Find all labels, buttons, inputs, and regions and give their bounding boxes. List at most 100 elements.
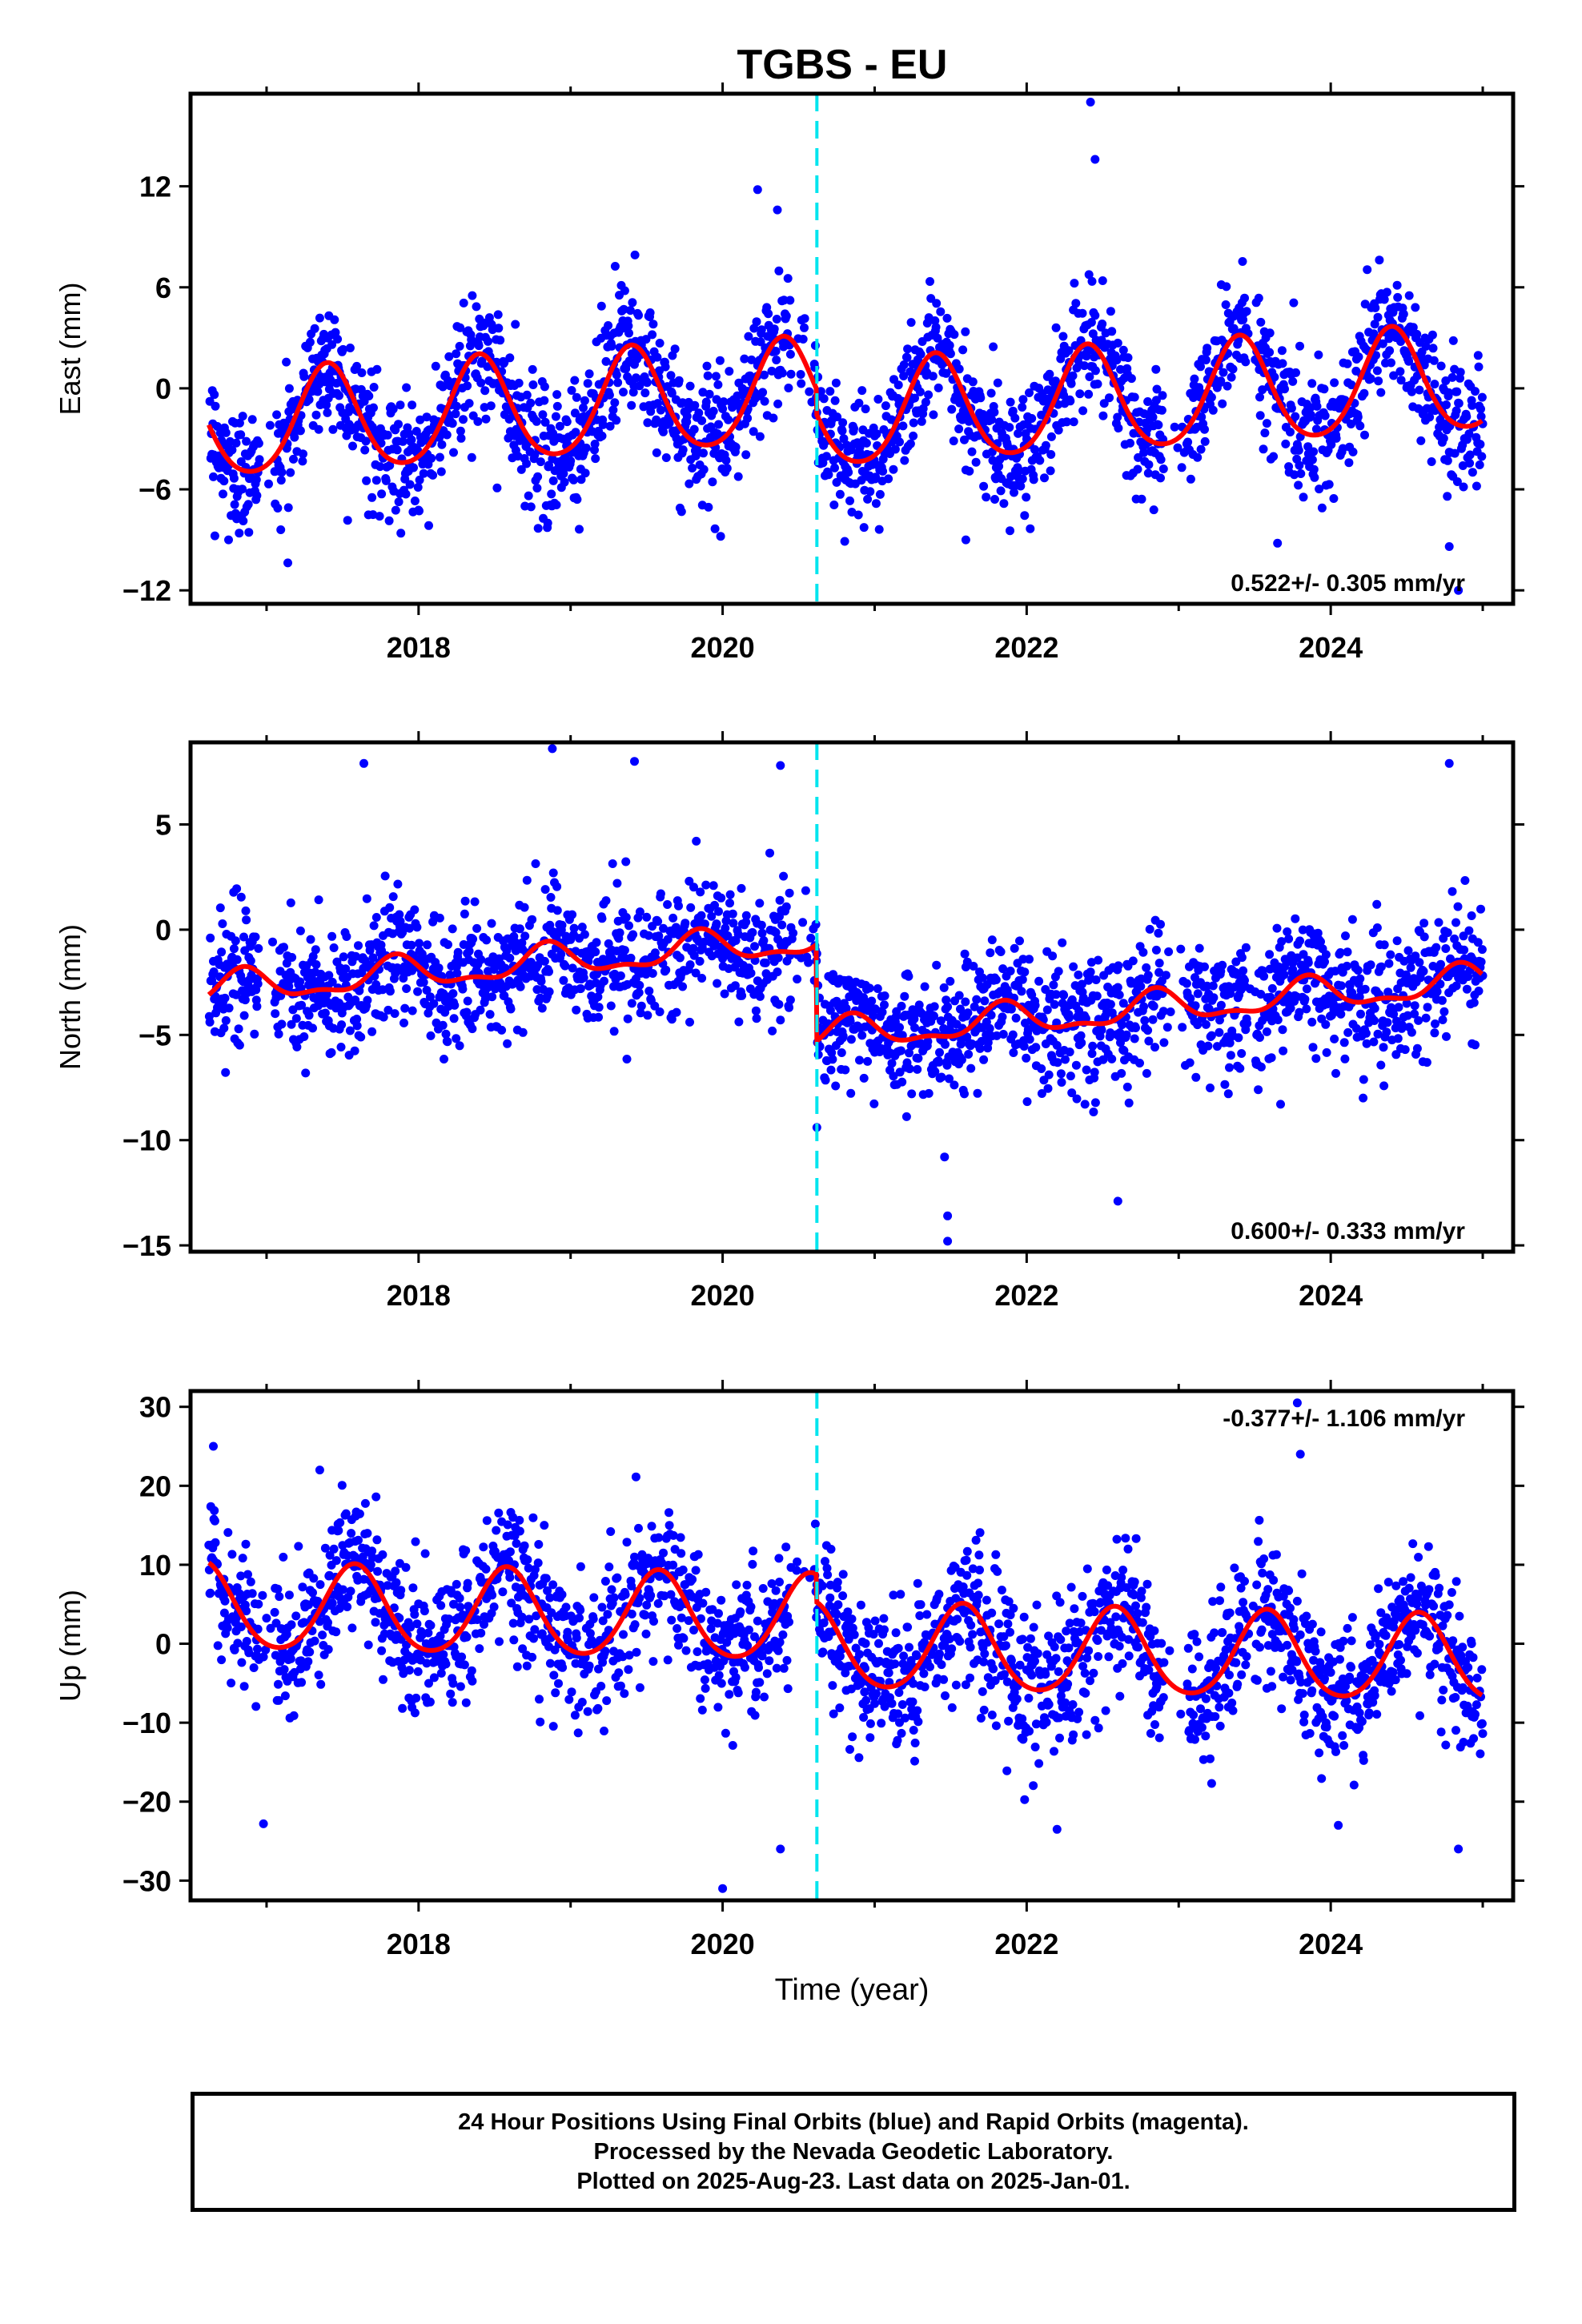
data-point	[1173, 443, 1182, 452]
data-point	[786, 369, 796, 379]
data-point	[462, 1007, 472, 1017]
data-point	[295, 977, 305, 987]
data-point	[1331, 967, 1340, 976]
data-point	[598, 1616, 608, 1626]
x-tick-label: 2018	[387, 631, 451, 664]
data-point	[854, 398, 864, 408]
data-point	[725, 367, 734, 376]
data-point	[960, 435, 969, 444]
data-point	[458, 984, 468, 994]
data-point	[210, 390, 219, 400]
data-point	[758, 388, 768, 397]
data-point	[468, 291, 477, 300]
data-point	[377, 489, 387, 499]
data-point	[712, 919, 721, 929]
data-point	[524, 1614, 534, 1624]
data-point	[505, 1573, 515, 1582]
data-point	[825, 387, 835, 396]
data-point	[467, 452, 476, 462]
data-point	[227, 1550, 237, 1559]
data-point	[1428, 344, 1438, 353]
data-point	[468, 1024, 477, 1034]
data-point	[410, 905, 420, 915]
data-point	[932, 960, 942, 970]
data-point	[1458, 461, 1468, 470]
data-point	[1452, 406, 1461, 416]
data-point	[517, 1612, 527, 1622]
data-point	[625, 306, 635, 316]
data-point	[1156, 473, 1165, 483]
data-point	[1229, 324, 1239, 333]
data-point	[354, 941, 363, 951]
data-point	[755, 432, 765, 441]
data-point	[1142, 963, 1151, 972]
data-point	[1223, 1089, 1233, 1099]
data-point	[1273, 1015, 1283, 1024]
data-point	[1042, 1005, 1052, 1015]
data-point	[552, 390, 562, 400]
data-point	[1031, 1043, 1041, 1052]
data-point	[396, 1586, 406, 1595]
data-point	[857, 386, 867, 396]
data-point	[1090, 1098, 1100, 1108]
data-point	[987, 935, 997, 945]
data-point	[1029, 475, 1038, 485]
data-point	[1286, 1003, 1295, 1013]
data-point	[485, 1010, 495, 1019]
data-point	[314, 895, 323, 905]
data-point	[1336, 1009, 1346, 1019]
data-point	[869, 1011, 878, 1020]
data-point	[1259, 971, 1269, 981]
data-point	[413, 987, 423, 996]
data-point	[383, 430, 392, 440]
data-point	[405, 480, 415, 489]
data-point	[497, 1025, 507, 1035]
data-point	[986, 388, 996, 398]
data-point	[540, 956, 549, 966]
data-point	[1090, 366, 1100, 376]
data-point	[765, 848, 774, 858]
data-point	[1090, 311, 1100, 320]
data-point	[620, 286, 629, 296]
data-point	[781, 902, 791, 911]
data-point	[262, 1614, 271, 1623]
data-point	[331, 1627, 341, 1637]
data-point	[999, 499, 1009, 509]
data-point	[1234, 1033, 1243, 1043]
data-point	[572, 495, 582, 505]
data-point	[711, 372, 721, 381]
data-point	[251, 1702, 261, 1711]
data-point	[1265, 348, 1275, 357]
data-point	[821, 1076, 830, 1085]
data-point	[299, 372, 309, 381]
data-point	[1222, 282, 1231, 292]
data-point	[597, 1602, 607, 1612]
data-point	[331, 379, 341, 388]
data-point	[760, 370, 769, 380]
data-point	[1010, 943, 1019, 953]
data-point	[1378, 339, 1387, 348]
data-point	[1454, 399, 1464, 408]
data-point	[493, 310, 503, 320]
data-point	[327, 1598, 337, 1608]
data-point	[825, 1006, 835, 1015]
data-point	[1474, 362, 1484, 372]
data-point	[298, 1582, 307, 1592]
data-point	[440, 1055, 448, 1063]
data-point	[1312, 401, 1322, 411]
data-point	[577, 1698, 587, 1707]
data-point	[1476, 957, 1486, 967]
y-axis-label: East (mm)	[54, 283, 86, 416]
data-point	[1105, 393, 1114, 403]
data-point	[329, 1544, 339, 1554]
data-point	[217, 947, 227, 957]
data-point	[1302, 984, 1311, 994]
data-point	[697, 911, 706, 920]
data-point	[1215, 1015, 1224, 1025]
data-point	[597, 914, 607, 923]
data-point	[1464, 429, 1474, 439]
data-point	[534, 1540, 544, 1549]
data-point	[1068, 371, 1078, 380]
data-point	[592, 969, 602, 979]
